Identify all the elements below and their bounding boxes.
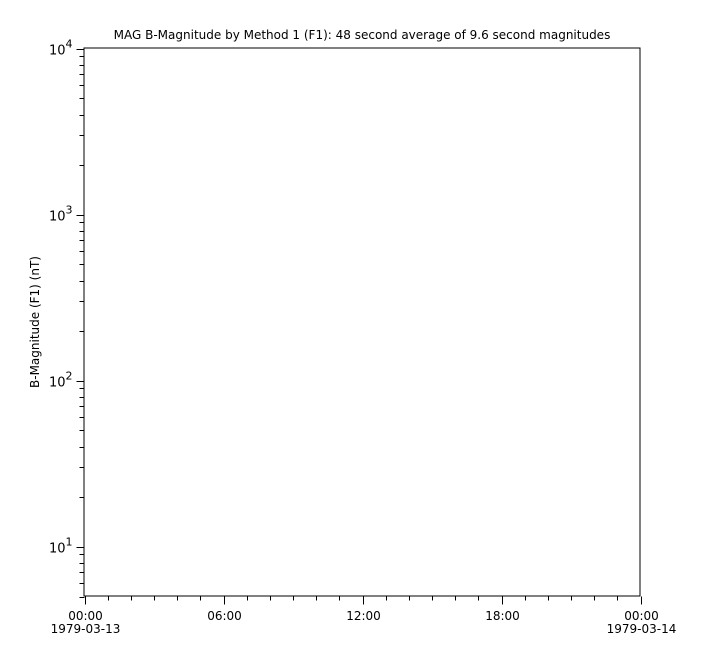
x-tick-date: 1979-03-13 [51,622,121,636]
y-axis-label: B-Magnitude (F1) (nT) [28,256,42,388]
y-tick-label: 101 [49,536,73,557]
chart-title: MAG B-Magnitude by Method 1 (F1): 48 sec… [114,28,611,42]
x-tick-time: 06:00 [207,609,242,623]
plot-area [83,47,641,597]
x-tick-time: 12:00 [346,609,381,623]
x-tick-time: 00:00 [68,609,103,623]
x-tick-time: 00:00 [624,609,659,623]
y-tick-label: 102 [49,370,73,391]
x-tick-date: 1979-03-14 [607,622,677,636]
y-tick-label: 103 [49,204,73,225]
x-tick-time: 18:00 [485,609,520,623]
y-tick-label: 104 [49,38,73,59]
